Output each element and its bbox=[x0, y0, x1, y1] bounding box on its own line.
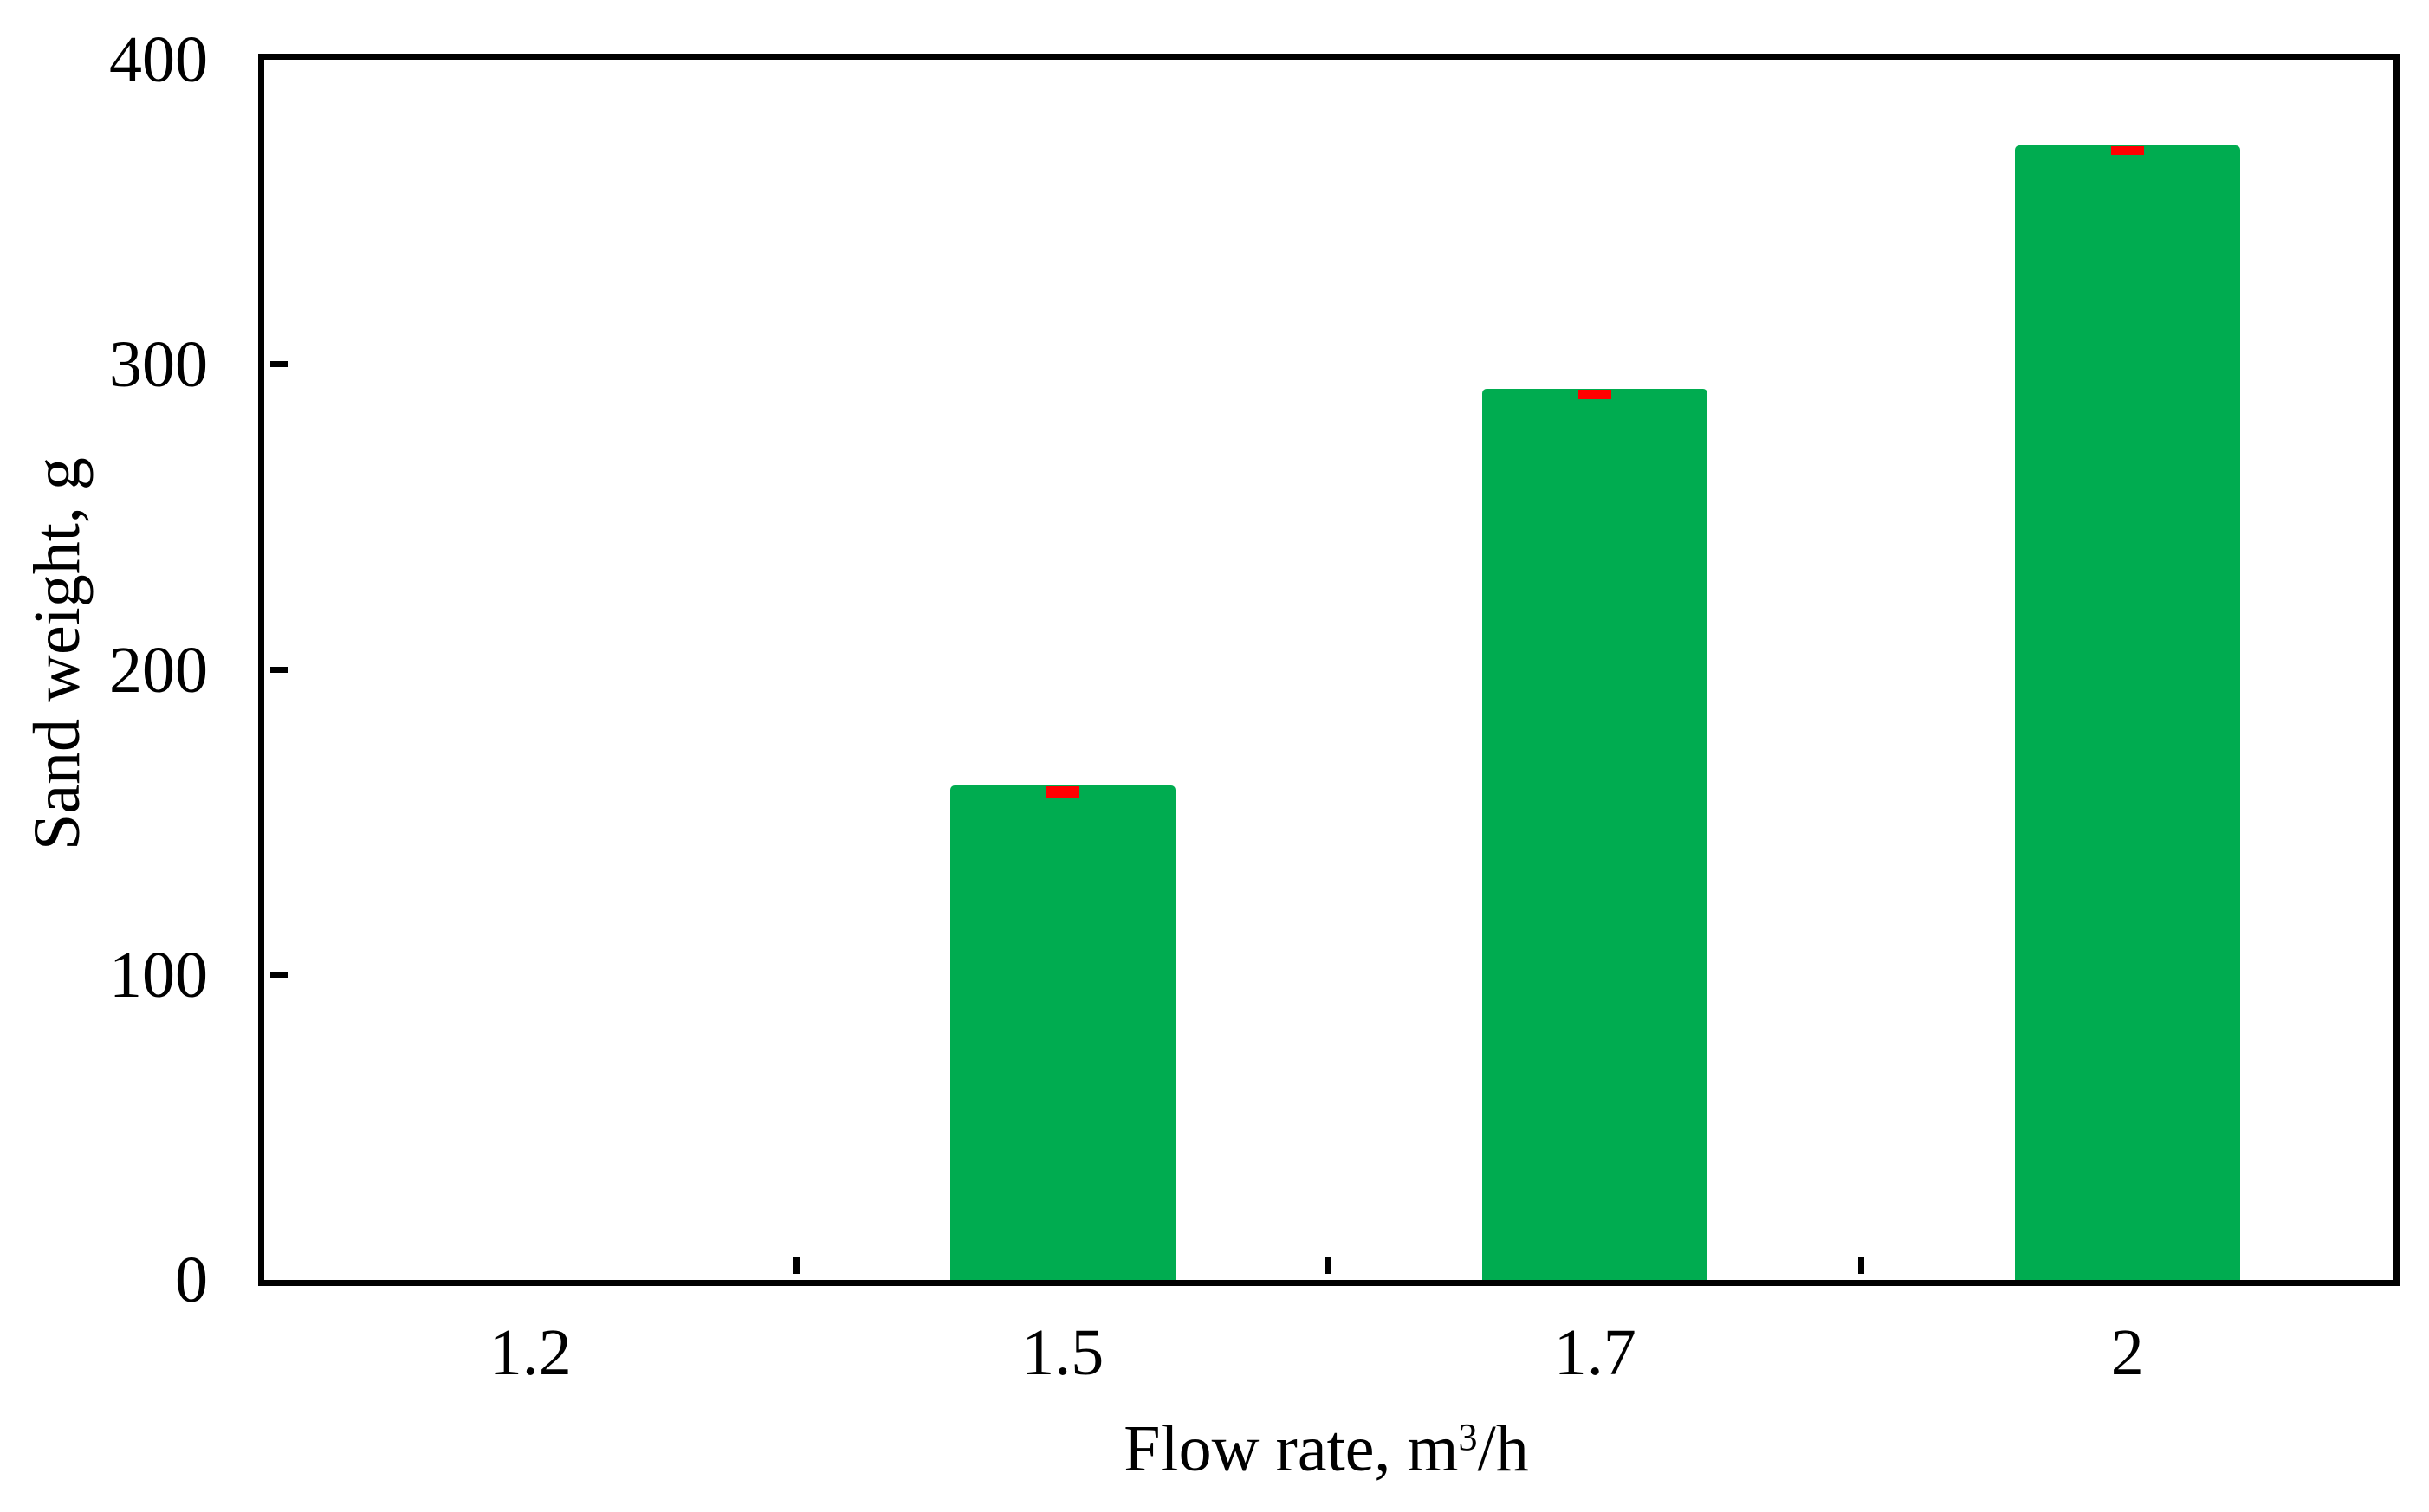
x-axis-tick-label: 2 bbox=[2110, 1316, 2144, 1389]
x-axis-tick-label: 1.5 bbox=[1021, 1316, 1104, 1389]
x-axis-title-superscript: 3 bbox=[1458, 1415, 1478, 1458]
error-bar-1.7 bbox=[1578, 390, 1612, 399]
y-axis-tick-label: 300 bbox=[109, 328, 208, 402]
x-axis-title-unit: /h bbox=[1477, 1412, 1529, 1485]
bar-1.5 bbox=[949, 785, 1176, 1280]
x-axis-tick bbox=[793, 1257, 800, 1274]
x-axis-tick bbox=[1325, 1257, 1331, 1274]
x-axis-title: Flow rate, m3/h bbox=[262, 1410, 2391, 1497]
y-axis-tick-label: 400 bbox=[109, 23, 208, 96]
y-axis-tick bbox=[270, 971, 288, 978]
y-axis-tick bbox=[270, 361, 288, 368]
y-axis-tick-label: 200 bbox=[109, 633, 208, 707]
error-bar-2 bbox=[2110, 145, 2144, 156]
x-axis-tick-label: 1.7 bbox=[1553, 1316, 1636, 1389]
x-axis-tick bbox=[1857, 1257, 1864, 1274]
bar-2 bbox=[2014, 145, 2240, 1280]
y-axis-tick-label: 100 bbox=[109, 938, 208, 1011]
y-axis-tick bbox=[270, 666, 288, 673]
x-axis-title-text: Flow rate, m bbox=[1124, 1412, 1459, 1485]
y-axis-tick-label: 0 bbox=[175, 1244, 208, 1316]
x-axis-tick-label: 1.2 bbox=[489, 1316, 572, 1389]
bar-1.7 bbox=[1482, 389, 1708, 1280]
error-bar-1.5 bbox=[1046, 786, 1079, 799]
plot-area bbox=[258, 54, 2400, 1286]
